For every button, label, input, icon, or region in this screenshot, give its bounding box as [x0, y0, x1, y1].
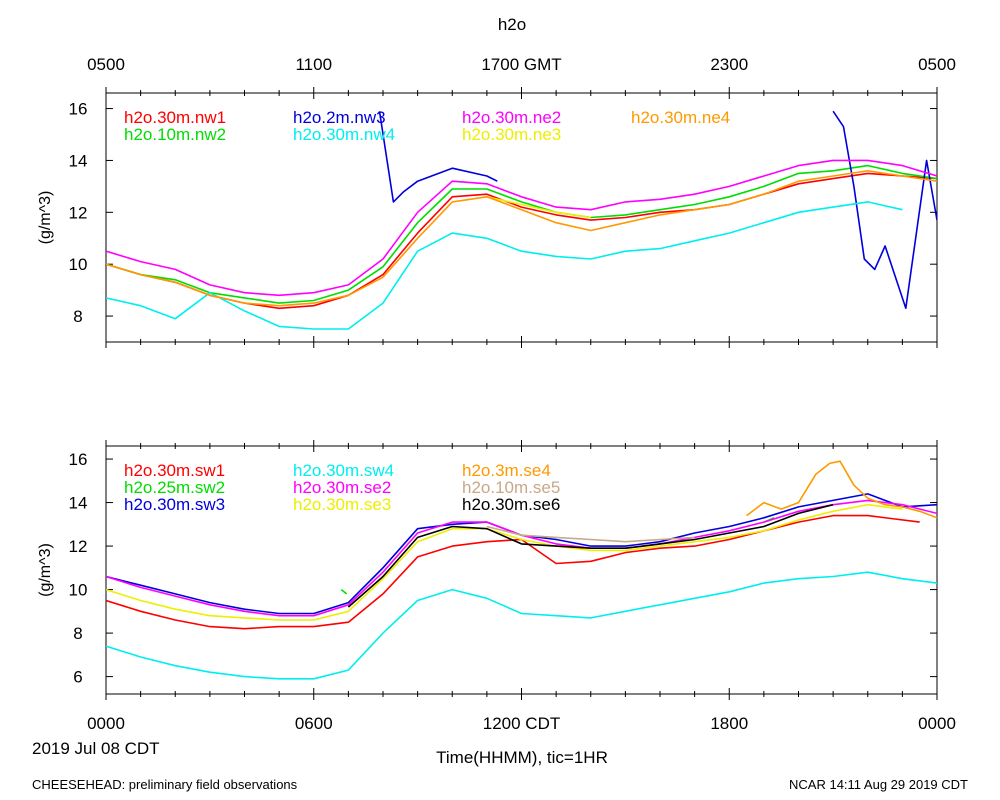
legend-entry: h2o.30m.se6 [462, 495, 560, 514]
legend-entry: h2o.25m.sw2 [124, 478, 225, 497]
legend-entry: h2o.10m.se5 [462, 478, 560, 497]
legend-entry: h2o.10m.nw2 [124, 125, 226, 144]
legend-entry: h2o.30m.ne4 [631, 108, 730, 127]
series-line-h2o-30m-sw4 [106, 571, 937, 680]
panel-south: 6810121416(g/m^3)h2o.30m.sw1h2o.25m.sw2h… [37, 440, 938, 700]
y-tick-label: 16 [69, 100, 88, 119]
footer-right: NCAR 14:11 Aug 29 2019 CDT [789, 777, 968, 792]
y-tick-label: 8 [73, 307, 82, 326]
y-tick-label: 10 [69, 255, 88, 274]
bottom-tick-label: 0000 [87, 714, 125, 733]
bottom-tick-label: 1800 [710, 714, 748, 733]
legend-entry: h2o.30m.sw4 [293, 461, 394, 480]
legend-entry: h2o.30m.sw3 [124, 495, 225, 514]
x-axis-label: Time(HHMM), tic=1HR [436, 748, 608, 767]
series-line-h2o-30m-nw4 [106, 201, 903, 330]
y-tick-label: 16 [69, 450, 88, 469]
top-axis-labels: 0500 1100 1700 GMT 2300 0500 [87, 55, 956, 74]
y-tick-label: 12 [69, 537, 88, 556]
legend-entry: h2o.3m.se4 [462, 461, 551, 480]
top-tick-label: 1100 [295, 55, 332, 74]
y-tick-label: 12 [69, 203, 88, 222]
legend-entry: h2o.30m.se2 [293, 478, 391, 497]
y-tick-label: 6 [73, 668, 82, 687]
top-tick-label: 1700 GMT [481, 55, 561, 74]
top-tick-label: 0500 [87, 55, 125, 74]
y-tick-label: 8 [73, 624, 82, 643]
legend-entry: h2o.30m.ne3 [462, 125, 561, 144]
series-line-h2o-30m-ne2 [106, 159, 937, 297]
footer-left: CHEESEHEAD: preliminary field observatio… [32, 777, 298, 792]
date-label: 2019 Jul 08 CDT [32, 739, 160, 758]
top-tick-label: 0500 [918, 55, 956, 74]
bottom-tick-label: 0600 [295, 714, 333, 733]
legend-entry: h2o.30m.nw1 [124, 108, 226, 127]
y-tick-label: 14 [69, 151, 88, 170]
y-tick-label: 10 [69, 581, 88, 600]
chart-title: h2o [498, 15, 526, 34]
bottom-tick-label: 0000 [918, 714, 956, 733]
y-tick-label: 14 [69, 494, 88, 513]
legend-entry: h2o.30m.sw1 [124, 461, 225, 480]
legend-entry: h2o.30m.se3 [293, 495, 391, 514]
series-line-h2o-2m-nw3 [378, 110, 937, 310]
legend-entry: h2o.30m.nw4 [293, 125, 395, 144]
series-line-h2o-30m-ne3 [486, 196, 591, 219]
series-line-h2o-10m-se5 [486, 525, 695, 543]
series-line-h2o-30m-se6 [347, 503, 834, 608]
series-line-h2o-30m-ne4 [106, 170, 937, 307]
series-line-h2o-10m-nw2 [106, 164, 937, 304]
legend-entry: h2o.2m.nw3 [293, 108, 386, 127]
series-line-h2o-30m-se3 [106, 503, 903, 621]
y-axis-label: (g/m^3) [37, 543, 54, 597]
y-axis-label: (g/m^3) [37, 191, 54, 245]
series-line-h2o-3m-se4 [746, 460, 937, 519]
legend-entry: h2o.30m.ne2 [462, 108, 561, 127]
bottom-axis-labels: 0000 0600 1200 CDT 1800 0000 [87, 714, 956, 733]
top-tick-label: 2300 [710, 55, 748, 74]
bottom-tick-label: 1200 CDT [483, 714, 560, 733]
